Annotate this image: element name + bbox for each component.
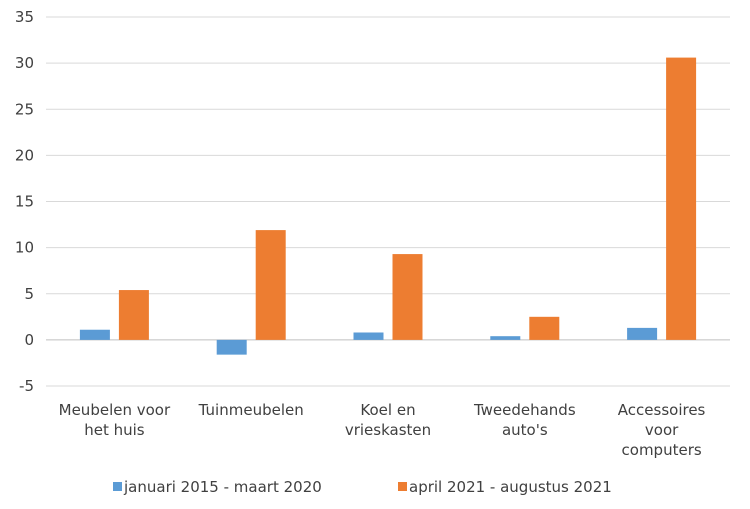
bar-series-1-category-4 xyxy=(490,336,521,340)
category-label: voor xyxy=(645,421,679,439)
category-label: auto's xyxy=(502,421,548,439)
y-tick-label: 20 xyxy=(15,146,34,164)
bars xyxy=(79,57,697,355)
legend-label-series-2: april 2021 - augustus 2021 xyxy=(409,478,612,496)
category-label: Tweedehands xyxy=(473,401,576,419)
y-tick-label: 0 xyxy=(24,331,34,349)
category-label: Accessoires xyxy=(618,401,706,419)
bar-series-1-category-2 xyxy=(216,339,247,355)
bar-series-2-category-3 xyxy=(392,254,423,340)
y-tick-label: 10 xyxy=(15,239,34,257)
legend-label-series-1: januari 2015 - maart 2020 xyxy=(123,478,322,496)
bar-series-1-category-3 xyxy=(353,332,384,340)
category-label: het huis xyxy=(84,421,145,439)
category-label: Koel en xyxy=(360,401,415,419)
bar-series-1-category-5 xyxy=(627,327,658,340)
y-tick-label: 30 xyxy=(15,54,34,72)
legend-swatch-series-1 xyxy=(113,482,122,491)
y-tick-label: 15 xyxy=(15,193,34,211)
y-tick-label: 25 xyxy=(15,100,34,118)
y-tick-label: 35 xyxy=(15,8,34,26)
bar-series-2-category-2 xyxy=(255,230,286,340)
y-tick-label: -5 xyxy=(19,377,34,395)
x-axis-category-labels: Meubelen voor het huis Tuinmeubelen Koel en… xyxy=(59,401,706,459)
bar-series-1-category-1 xyxy=(79,329,110,340)
gridlines xyxy=(46,16,730,387)
bar-series-2-category-5 xyxy=(666,57,697,340)
bar-series-2-category-4 xyxy=(529,316,560,340)
y-tick-label: 5 xyxy=(24,285,34,303)
category-label: Meubelen voor xyxy=(59,401,171,419)
legend: januari 2015 - maart 2020 april 2021 - au… xyxy=(113,478,612,496)
category-label: vrieskasten xyxy=(345,421,431,439)
category-label: Tuinmeubelen xyxy=(198,401,304,419)
y-axis-tick-labels: -5 0 5 10 15 20 25 30 35 xyxy=(15,8,34,395)
legend-swatch-series-2 xyxy=(398,482,407,491)
category-label: computers xyxy=(622,441,702,459)
bar-series-2-category-1 xyxy=(118,290,149,340)
